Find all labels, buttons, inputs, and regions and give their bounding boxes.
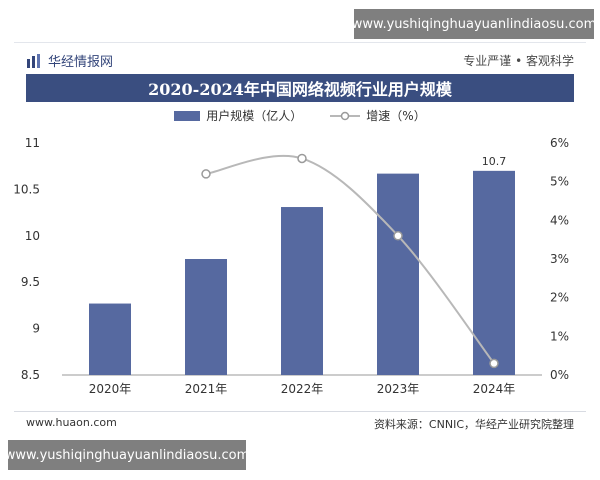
slogan: 专业严谨 • 客观科学	[463, 54, 574, 68]
brand-name: 华经情报网	[48, 55, 114, 70]
watermark-banner-bottom: www.yushiqinghuayuanlindiaosu.com	[5, 440, 249, 470]
y-right-tick-label: 6%	[550, 136, 569, 150]
legend-line-label: 增速（%）	[366, 109, 426, 123]
y-right-tick-label: 1%	[550, 329, 569, 343]
y-right-tick-label: 0%	[550, 368, 569, 382]
legend-line-swatch	[330, 111, 361, 120]
bar-2022年	[281, 207, 323, 375]
y-left-tick-label: 10	[25, 229, 40, 243]
legend-item-bar: 用户规模（亿人）	[174, 107, 302, 124]
x-tick-label: 2022年	[281, 382, 324, 396]
bar-2023年	[377, 173, 419, 375]
chart-card: 华经情报网 专业严谨 • 客观科学 2020-2024年中国网络视频行业用户规模…	[14, 42, 586, 435]
y-left-tick-label: 9	[32, 322, 40, 336]
x-tick-label: 2021年	[185, 382, 228, 396]
y-left-tick-label: 8.5	[21, 368, 40, 382]
x-tick-label: 2020年	[89, 382, 132, 396]
y-right-tick-label: 4%	[550, 213, 569, 227]
y-left-tick-label: 10.5	[14, 182, 40, 196]
y-right-tick-label: 5%	[550, 175, 569, 189]
brand: 华经情报网	[26, 51, 113, 70]
growth-point-2023年	[393, 231, 403, 241]
chart-plot: 8.5 9 9.5 10 10.5 11 0% 1% 2% 3% 4% 5% 6% 2020年 2021年 2…	[14, 136, 569, 396]
legend-bar-label: 用户规模（亿人）	[206, 109, 303, 123]
growth-point-2024年	[489, 358, 499, 369]
bar-2024年	[473, 170, 515, 375]
bar-2020年	[89, 303, 131, 375]
chart-legend: 用户规模（亿人） 增速（%）	[14, 107, 586, 124]
bar-2021年	[185, 259, 227, 375]
chart-title: 2020-2024年中国网络视频行业用户规模	[26, 74, 574, 102]
footer-website: www.huaon.com	[26, 416, 117, 429]
y-right-tick-label: 2%	[550, 291, 569, 305]
x-tick-label: 2024年	[473, 382, 516, 396]
y-right-tick-label: 3%	[550, 252, 569, 266]
watermark-banner-top: www.yushiqinghuayuanlindiaosu.com	[352, 9, 596, 39]
legend-item-line: 增速（%）	[330, 107, 426, 124]
growth-line	[205, 154, 495, 365]
growth-point-2022年	[297, 153, 307, 164]
footer-divider	[14, 411, 586, 412]
footer-source: 资料来源：CNNIC，华经产业研究院整理	[373, 418, 574, 431]
x-tick-label: 2023年	[377, 382, 420, 396]
brand-logo-icon	[27, 53, 40, 68]
y-left-tick-label: 9.5	[21, 275, 40, 289]
y-left-tick-label: 11	[25, 136, 40, 150]
legend-bar-swatch	[174, 110, 201, 121]
data-label: 10.7	[482, 155, 507, 168]
growth-point-2021年	[201, 169, 211, 179]
